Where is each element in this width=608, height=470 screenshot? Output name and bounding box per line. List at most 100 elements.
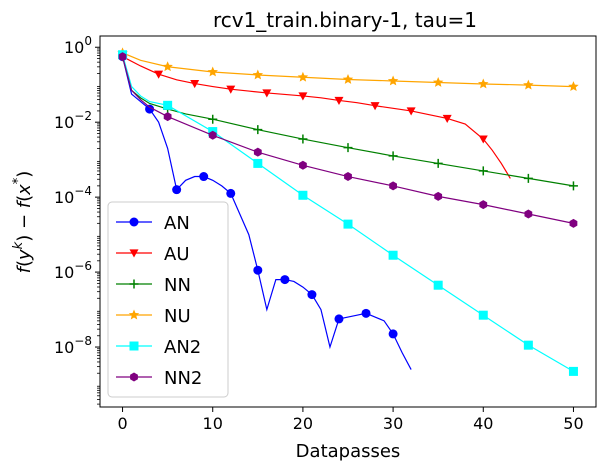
series-nn2 [118,52,578,228]
data-point [190,79,200,89]
data-point [388,250,398,260]
legend-item-nn: NN [116,275,191,296]
data-point [298,92,308,101]
data-point [568,81,579,92]
legend-item-nn2: NN2 [116,368,202,389]
data-point [389,181,397,191]
legend-label: AN [164,213,190,234]
data-point [523,79,534,90]
data-point [568,366,578,376]
data-point [199,172,209,182]
data-point [406,107,416,116]
data-point [478,166,488,176]
x-tick-label: 50 [563,414,583,433]
data-point [343,219,353,229]
legend-label: AN2 [164,337,201,358]
data-point [307,290,317,300]
axis-ticks: 0 10 20 30 40 50 100 10−2 10−4 10−6 10−8 [54,34,584,433]
x-tick-label: 40 [473,414,493,433]
series-nn [118,52,578,191]
data-point [208,130,217,140]
data-point [478,310,488,320]
x-axis-label: Datapasses [296,441,401,462]
series-an [118,52,412,370]
legend-item-an2: AN2 [116,337,201,358]
data-point [253,147,262,157]
data-point [145,104,155,114]
data-point [432,76,444,87]
x-tick-label: 30 [383,414,403,433]
data-point [163,112,172,122]
data-point [253,265,263,275]
data-point [442,114,452,123]
y-tick-label: 100 [64,34,92,57]
data-point [434,191,443,201]
legend-item-nu: NU [116,306,191,327]
data-point [129,217,139,227]
data-point [129,279,139,289]
y-tick-label: 10−4 [54,184,92,207]
data-point [299,160,307,170]
series-au [118,53,511,179]
data-point [252,69,264,80]
data-point [342,73,354,84]
data-point [370,102,380,111]
data-point [163,100,173,110]
data-point [118,52,127,62]
data-point [334,96,344,105]
series-line-nn2 [121,56,574,224]
data-point [129,249,139,258]
data-point [361,308,371,318]
data-point [433,280,443,290]
series-nu [117,47,579,92]
data-point [344,172,352,182]
data-point [130,372,138,382]
data-point [478,135,488,144]
data-point [253,125,263,135]
plot-area-frame [99,35,597,408]
legend-label: NN [164,275,191,296]
y-tick-label: 10−8 [54,334,92,357]
y-tick-label: 10−2 [54,109,92,132]
x-tick-label: 0 [117,414,127,433]
legend-item-au: AU [116,244,190,265]
data-point [388,151,398,161]
data-point [226,85,236,94]
data-point [524,209,533,219]
y-tick-label: 10−6 [54,259,92,282]
data-point [297,71,309,82]
data-point [479,200,488,210]
data-point [387,75,399,86]
data-point [388,329,398,339]
data-point [478,78,489,89]
data-point [523,173,533,183]
data-point [162,61,173,72]
data-point [262,89,272,98]
legend-item-an: AN [116,213,190,234]
data-point [334,314,344,324]
data-point [433,158,443,168]
chart-title: rcv1_train.binary-1, tau=1 [213,8,477,32]
legend-label: NN2 [164,368,202,389]
data-point [208,114,218,124]
data-point [568,181,578,191]
data-point [343,143,353,153]
series-line-nu [122,52,574,88]
data-point [154,70,164,79]
x-tick-label: 20 [293,414,313,433]
data-point [569,218,578,228]
series-line-au [122,56,511,179]
legend-label: AU [164,244,190,265]
data-point [207,66,218,77]
data-point [523,340,533,350]
data-point [226,188,236,198]
series-line-an2 [121,54,574,372]
legend-label: NU [164,306,191,327]
data-point [129,341,139,351]
series-layer [117,47,579,376]
data-point [298,190,308,200]
data-point [253,158,263,168]
legend: AN AU NN NU AN2 NN2 [107,201,229,398]
data-point [172,185,182,195]
